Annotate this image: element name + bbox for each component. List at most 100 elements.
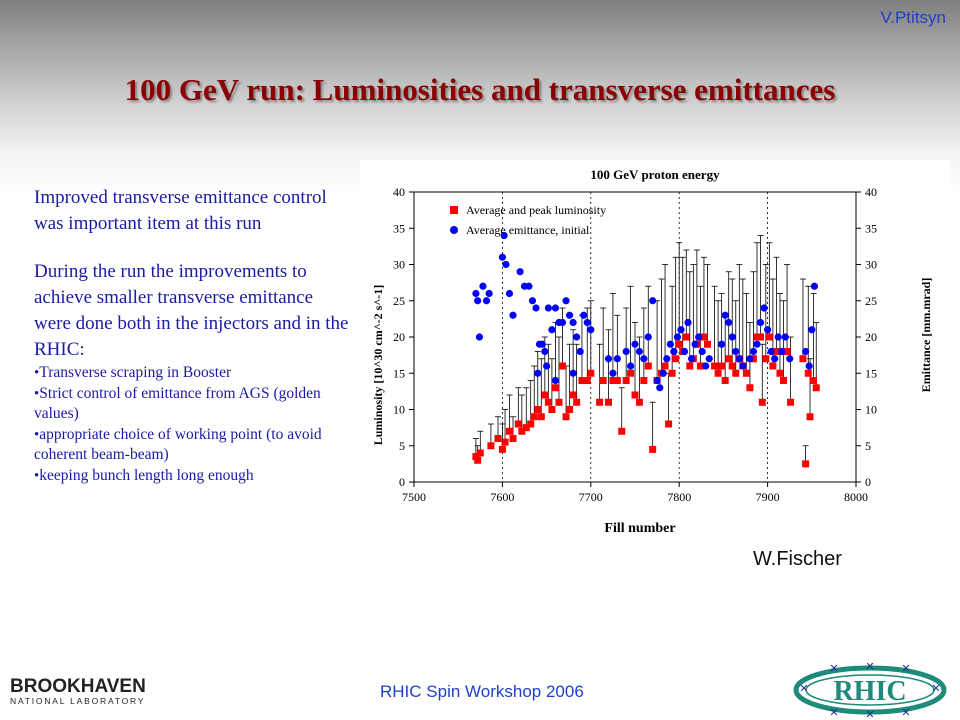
emittance-point (725, 318, 733, 327)
luminosity-point (551, 384, 559, 392)
emittance-point (735, 355, 743, 363)
emittance-point (558, 318, 567, 327)
luminosity-point (541, 391, 549, 399)
y-tick-label-left: 0 (399, 475, 405, 489)
emittance-point (802, 347, 810, 356)
text-column: Improved transverse emittance control wa… (34, 185, 354, 486)
y-tick-label-right: 30 (865, 258, 877, 272)
bullet-item: •Strict control of emittance from AGS (g… (34, 384, 354, 425)
luminosity-point (675, 340, 683, 348)
brookhaven-logo-subtext: NATIONAL LABORATORY (10, 696, 146, 706)
rhic-logo-marks: ✕ ✕ ✕ ✕ ✕ ✕ ✕ ✕ (799, 662, 940, 718)
emittance-point (505, 289, 514, 298)
emittance-point (677, 326, 685, 334)
luminosity-point (649, 445, 657, 453)
luminosity-point (498, 445, 506, 453)
x-axis-label: Fill number (604, 521, 675, 536)
emittance-point (604, 355, 613, 363)
luminosity-point (514, 420, 522, 428)
emittance-point (532, 304, 540, 312)
emittance-point (516, 268, 524, 276)
luminosity-point (802, 460, 810, 468)
luminosity-point (578, 377, 586, 384)
luminosity-point (587, 369, 595, 377)
emittance-point (544, 304, 552, 312)
emittance-point (551, 376, 560, 385)
emittance-point (502, 260, 510, 269)
svg-text:✕: ✕ (829, 707, 838, 718)
footer-text: RHIC Spin Workshop 2006 (380, 682, 584, 701)
luminosity-point (783, 348, 791, 355)
emittance-point (569, 318, 577, 327)
emittance-point (781, 333, 789, 341)
emittance-point (485, 289, 493, 298)
emittance-point (541, 347, 549, 356)
emittance-point (562, 297, 570, 305)
emittance-point (551, 304, 560, 312)
emittance-point (805, 362, 813, 370)
y-tick-label-left: 5 (399, 439, 405, 453)
chart-title: 100 GeV proton energy (590, 167, 720, 182)
emittance-point (673, 333, 682, 341)
emittance-point (695, 333, 703, 341)
y-tick-label-right: 10 (865, 403, 877, 417)
luminosity-point (505, 427, 513, 435)
bullet-item: •Transverse scraping in Booster (34, 363, 354, 384)
emittance-point (528, 297, 537, 305)
luminosity-point (757, 333, 765, 341)
intro-paragraph: Improved transverse emittance control wa… (34, 187, 327, 234)
emittance-point (666, 340, 674, 348)
emittance-point (472, 289, 480, 298)
svg-text:✕: ✕ (901, 663, 910, 675)
improvements-paragraph: During the run the improvements to achie… (34, 261, 349, 360)
luminosity-point (780, 377, 788, 384)
luminosity-point (721, 377, 729, 384)
emittance-point (498, 253, 506, 261)
emittance-point (569, 369, 577, 377)
luminosity-point (530, 413, 538, 421)
luminosity-point (776, 369, 784, 377)
bullet-glyph: • (34, 365, 40, 381)
emittance-point (538, 340, 546, 348)
emittance-point (631, 340, 639, 348)
svg-text:✕: ✕ (865, 662, 874, 673)
emittance-point (475, 333, 484, 341)
y-tick-label-left: 35 (393, 221, 405, 235)
svg-text:✕: ✕ (829, 663, 838, 675)
luminosity-point (537, 413, 545, 421)
luminosity-point (566, 406, 574, 413)
y-tick-label-right: 0 (865, 475, 871, 489)
emittance-point (659, 369, 667, 377)
luminosity-point (559, 362, 567, 370)
luminosity-point (573, 398, 581, 406)
luminosity-point (518, 427, 526, 435)
bullet-glyph: • (34, 385, 40, 402)
luminosity-point (569, 391, 577, 399)
luminosity-point (627, 369, 635, 377)
luminosity-point (534, 406, 542, 413)
slide-title: 100 GeV run: Luminosities and transverse… (124, 72, 836, 107)
brookhaven-logo: BROOKHAVEN NATIONAL LABORATORY (10, 676, 150, 716)
luminosity-point (665, 420, 673, 428)
emittance-point (739, 362, 747, 370)
y-axis-label-left: Luminosity [10^30 cm^-2 s^-1] (371, 285, 385, 446)
bullet-text: appropriate choice of working point (to … (34, 425, 322, 464)
emittance-point (587, 326, 595, 334)
luminosity-point (711, 362, 719, 370)
emittance-point (565, 311, 574, 319)
bullet-list: •Transverse scraping in Booster •Strict … (34, 363, 354, 486)
emittance-point (778, 347, 786, 356)
emittance-point (764, 326, 772, 334)
luminosity-point (746, 384, 754, 392)
luminosity-point (544, 398, 552, 406)
emittance-point (635, 347, 644, 356)
emittance-point (808, 326, 816, 334)
emittance-point (509, 311, 517, 319)
bullet-glyph: • (34, 426, 40, 443)
emittance-point (534, 369, 542, 377)
luminosity-point (812, 384, 820, 392)
luminosity-point (661, 362, 669, 370)
luminosity-point (806, 413, 814, 421)
luminosity-point (609, 377, 617, 384)
bullet-item: •appropriate choice of working point (to… (34, 425, 354, 466)
